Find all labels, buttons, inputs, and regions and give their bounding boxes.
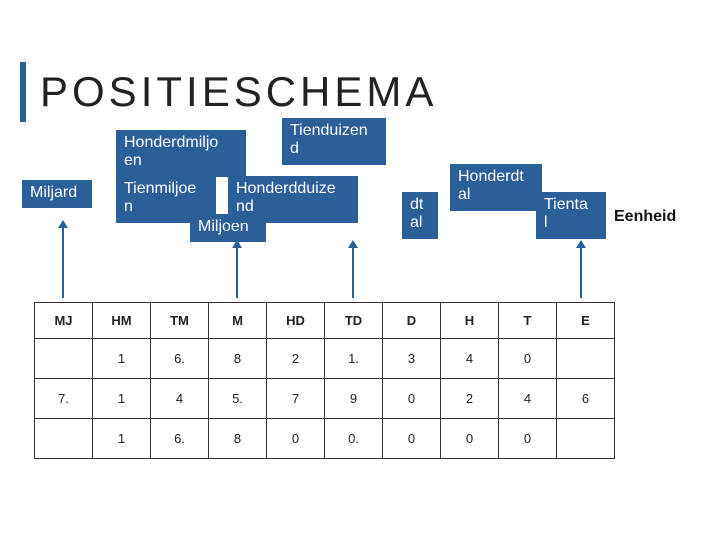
table-cell: 4 (499, 379, 557, 419)
table-cell: 8 (209, 339, 267, 379)
table-header-cell: D (383, 303, 441, 339)
table-cell (557, 339, 615, 379)
title-block: POSITIESCHEMA (20, 62, 437, 122)
table-row: 16.821.340 (35, 339, 615, 379)
label-tienduizend: Tienduizen d (282, 118, 386, 165)
table-cell: 0. (325, 419, 383, 459)
table-cell: 8 (209, 419, 267, 459)
slide-root: POSITIESCHEMA Miljard Honderdmiljo en Tien… (0, 0, 720, 540)
table-cell: 2 (441, 379, 499, 419)
table-cell: 4 (441, 339, 499, 379)
table-header-cell: T (499, 303, 557, 339)
table-cell: 0 (499, 419, 557, 459)
label-eenheid: Eenheid (614, 208, 676, 226)
table-cell: 5. (209, 379, 267, 419)
table-cell: 7. (35, 379, 93, 419)
label-honderdduizend: Honderdduize nd (228, 176, 358, 223)
table-cell: 9 (325, 379, 383, 419)
accent-bar (20, 62, 26, 122)
table-cell: 0 (267, 419, 325, 459)
label-tiental: Tienta l (536, 192, 606, 239)
table-cell: 1 (93, 339, 151, 379)
table-cell: 3 (383, 339, 441, 379)
table-cell (35, 419, 93, 459)
table-cell: 0 (441, 419, 499, 459)
table-cell (35, 339, 93, 379)
label-honderdtal: Honderdt al (450, 164, 542, 211)
table-header-cell: HD (267, 303, 325, 339)
position-table: MJHMTMMHDTDDHTE 16.821.3407.145.79024616… (34, 302, 615, 459)
table-header-cell: H (441, 303, 499, 339)
table-cell: 7 (267, 379, 325, 419)
table-cell (557, 419, 615, 459)
table-header-cell: M (209, 303, 267, 339)
slide-title: POSITIESCHEMA (40, 68, 437, 116)
table-cell: 1 (93, 419, 151, 459)
arrow-2 (352, 246, 354, 298)
table-cell: 6 (557, 379, 615, 419)
table-cell: 0 (383, 419, 441, 459)
arrow-1 (236, 246, 238, 298)
table-header-cell: TD (325, 303, 383, 339)
table-header-cell: TM (151, 303, 209, 339)
table-cell: 2 (267, 339, 325, 379)
table-row: 7.145.790246 (35, 379, 615, 419)
table-cell: 6. (151, 419, 209, 459)
table-header-cell: MJ (35, 303, 93, 339)
table-header-cell: HM (93, 303, 151, 339)
table-header-row: MJHMTMMHDTDDHTE (35, 303, 615, 339)
arrow-0 (62, 226, 64, 298)
label-miljard: Miljard (22, 180, 92, 208)
table-body: 16.821.3407.145.79024616.800.000 (35, 339, 615, 459)
label-duizendtal: dt al (402, 192, 438, 239)
table-cell: 1 (93, 379, 151, 419)
table-header-cell: E (557, 303, 615, 339)
table-cell: 0 (383, 379, 441, 419)
arrow-3 (580, 246, 582, 298)
table-cell: 0 (499, 339, 557, 379)
table-cell: 6. (151, 339, 209, 379)
table-cell: 4 (151, 379, 209, 419)
table-cell: 1. (325, 339, 383, 379)
label-honderdmiljoen: Honderdmiljo en (116, 130, 246, 177)
table-row: 16.800.000 (35, 419, 615, 459)
